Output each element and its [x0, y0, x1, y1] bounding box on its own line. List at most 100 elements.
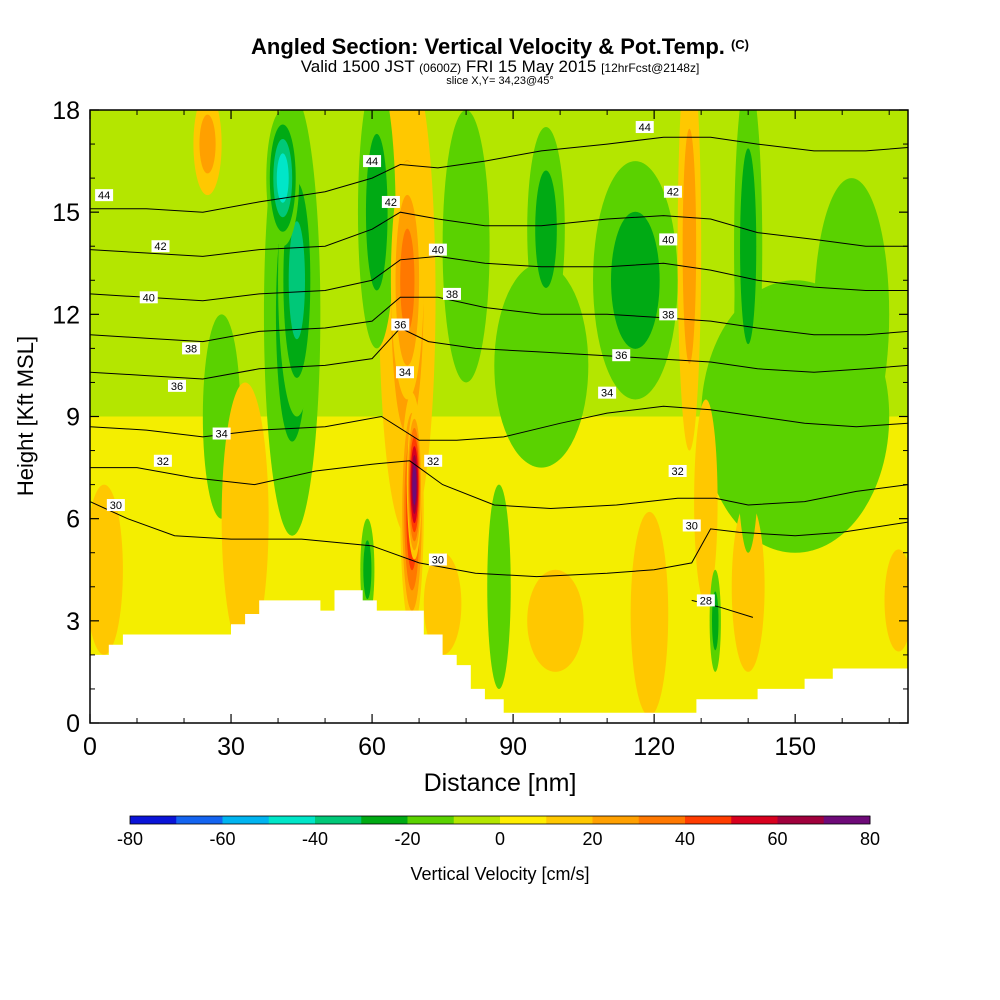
- contour-label-bg: [106, 499, 125, 512]
- velocity-cell-4-level-0: [487, 484, 511, 689]
- velocity-cell-2-level-0: [884, 549, 908, 652]
- contour-label-bg: [668, 464, 687, 477]
- y-tick-label: 18: [52, 97, 80, 125]
- velocity-cell-15-level-1: [199, 114, 216, 174]
- velocity-cell-1-level-0: [90, 484, 123, 655]
- contour-label-text: 40: [432, 245, 444, 257]
- contour-label-bg: [598, 386, 617, 399]
- colorbar-tick-label: 60: [767, 829, 787, 849]
- contour-label-text: 44: [366, 156, 378, 168]
- y-tick-label: 0: [66, 710, 80, 738]
- contour-label-text: 42: [385, 197, 397, 209]
- subtitle-date: FRI 15 May 2015: [465, 57, 597, 76]
- colorbar-swatch-2: [222, 816, 270, 824]
- contour-label-bg: [659, 308, 678, 321]
- contour-label-bg: [659, 233, 678, 246]
- contour-label-16: 44: [635, 121, 654, 134]
- contour-label-text: 40: [143, 292, 155, 304]
- contour-label-bg: [167, 379, 186, 392]
- colorbar-frame: [129, 815, 871, 825]
- contour-label-bg: [212, 427, 231, 440]
- contour-label-13: 34: [395, 366, 414, 379]
- colorbar-tick-label: -40: [302, 829, 328, 849]
- contour-label-bg: [424, 454, 443, 467]
- colorbar-tick-label: -60: [209, 829, 235, 849]
- contour-label-23: 30: [682, 519, 701, 532]
- velocity-cell-9-level-0: [423, 552, 462, 655]
- contour-label-0: 44: [95, 189, 114, 202]
- theta-contour-42: [90, 211, 908, 257]
- velocity-cell-22-level-1: [611, 211, 660, 349]
- y-tick-label: 6: [66, 506, 80, 534]
- contour-label-bg: [663, 185, 682, 198]
- contour-label-5: 34: [212, 427, 231, 441]
- theta-contour-44: [90, 136, 908, 213]
- colorbar-tick-label: 0: [495, 829, 505, 849]
- pot-temp-contours: [90, 136, 908, 618]
- contour-label-8: 44: [363, 155, 382, 168]
- velocity-cell-27-level-3: [276, 153, 289, 203]
- vertical-velocity-field: [90, 110, 908, 723]
- contour-label-text: 28: [700, 595, 712, 607]
- theta-contour-40: [90, 255, 908, 302]
- colorbar-label: Vertical Velocity [cm/s]: [410, 864, 589, 884]
- contour-label-text: 44: [639, 122, 651, 134]
- contour-label-24: 28: [696, 594, 715, 607]
- contour-label-text: 30: [110, 500, 122, 512]
- subtitle-forecast: [12hrFcst@2148z]: [601, 61, 700, 75]
- contour-label-text: 34: [399, 367, 411, 379]
- contour-label-text: 32: [672, 466, 684, 478]
- colorbar-tick-label: 40: [675, 829, 695, 849]
- colorbar-swatch-7: [453, 816, 501, 824]
- contour-label-text: 32: [427, 456, 439, 468]
- velocity-cell-21-level-1: [535, 170, 557, 288]
- velocity-cell-7-level-0: [527, 569, 584, 672]
- colorbar-tick-label: 20: [582, 829, 602, 849]
- contour-label-bg: [182, 342, 201, 355]
- chart-subtitle: Valid 1500 JST (0600Z) FRI 15 May 2015 […: [300, 57, 700, 76]
- contour-label-3: 38: [182, 342, 201, 355]
- contour-label-bg: [442, 287, 461, 300]
- contour-label-text: 42: [154, 241, 166, 253]
- theta-contour-34: [90, 405, 908, 441]
- contour-label-bg: [428, 553, 447, 566]
- contour-label-text: 44: [98, 190, 110, 202]
- colorbar-swatch-13: [731, 816, 778, 824]
- x-tick-label: 0: [83, 733, 97, 761]
- theta-contour-30: [90, 501, 908, 578]
- contour-label-20: 36: [612, 349, 631, 362]
- contour-label-bg: [95, 189, 114, 202]
- contour-label-text: 36: [394, 320, 406, 332]
- contour-labels: 44 42 40 38 36 34 32 30 44 42 40 38 36 34 32 30 44 42 40 38…: [95, 121, 715, 607]
- contour-label-6: 32: [153, 454, 172, 468]
- colorbar-swatch-8: [500, 816, 547, 824]
- contour-label-11: 38: [442, 287, 461, 301]
- contour-label-bg: [151, 240, 170, 253]
- velocity-cell-12-level-0: [694, 399, 718, 604]
- velocity-cell-26-level-2: [288, 221, 305, 340]
- contour-label-text: 34: [216, 429, 228, 441]
- contour-label-bg: [682, 519, 701, 532]
- contour-label-text: 40: [662, 234, 674, 246]
- x-tick-label: 150: [774, 733, 816, 761]
- x-tick-label: 120: [633, 733, 675, 761]
- contour-label-bg: [428, 243, 447, 256]
- contour-label-text: 38: [185, 343, 197, 355]
- terrain: [90, 590, 908, 723]
- colorbar-swatch-0: [130, 816, 177, 824]
- x-tick-label: 90: [499, 733, 527, 761]
- contour-label-18: 40: [659, 233, 678, 246]
- x-axis-label: Distance [nm]: [424, 769, 577, 797]
- colorbar-tick-label: 80: [860, 829, 880, 849]
- theta-contour-32: [90, 460, 908, 510]
- colorbar: -80 -60 -40 -20 0 20 40 60 80: [117, 815, 880, 849]
- contour-label-text: 38: [662, 309, 674, 321]
- contour-label-14: 32: [424, 454, 443, 468]
- colorbar-swatch-6: [407, 816, 455, 824]
- y-axis-label: Height [Kft MSL]: [13, 336, 38, 496]
- y-tick-label: 12: [52, 301, 80, 329]
- contour-label-bg: [153, 454, 172, 467]
- x-tick-label: 30: [217, 733, 245, 761]
